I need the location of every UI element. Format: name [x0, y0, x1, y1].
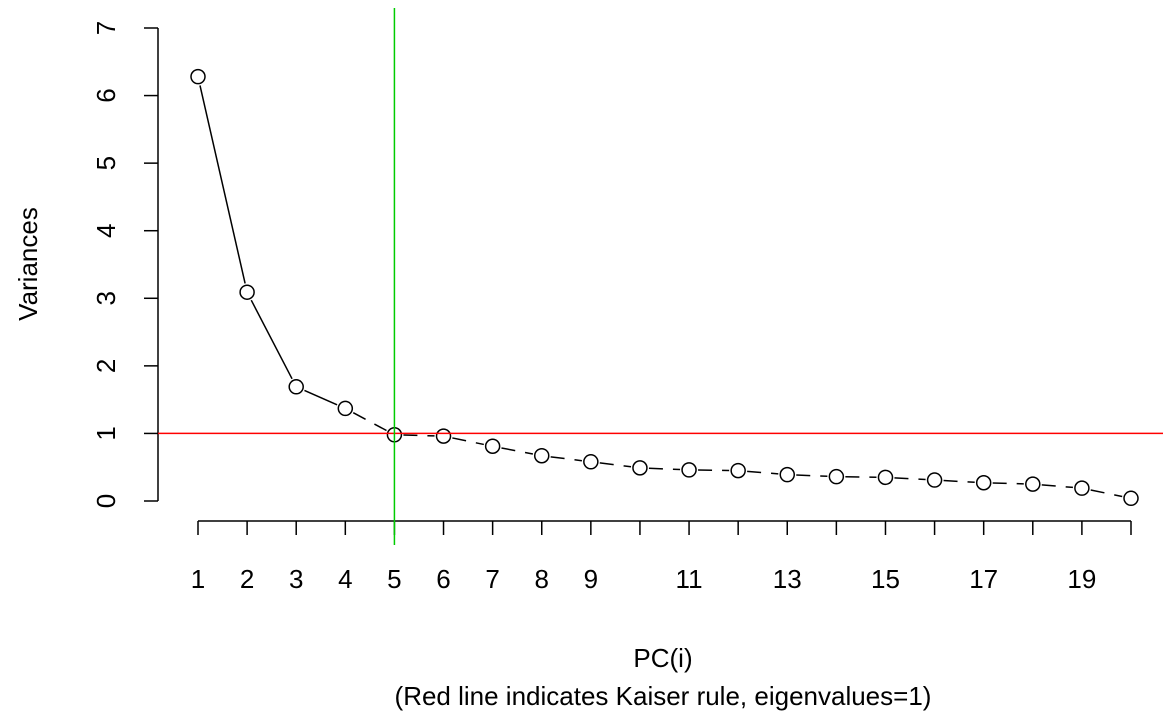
series-segment [747, 470, 779, 475]
data-point [484, 438, 501, 455]
x-tick-label: 8 [535, 564, 549, 594]
series [190, 68, 1139, 507]
data-point [239, 284, 255, 300]
y-tick-label: 1 [91, 426, 121, 440]
data-point [583, 454, 599, 470]
data-point [779, 466, 796, 483]
data-point [681, 462, 697, 478]
series-segment [403, 434, 435, 437]
series-segment [992, 482, 1024, 485]
series-segment [943, 479, 975, 484]
y-tick-label: 4 [91, 223, 121, 237]
data-point [877, 469, 894, 486]
x-tick-label: 5 [387, 564, 401, 594]
x-tick-label: 1 [191, 564, 205, 594]
series-segment [1041, 484, 1073, 489]
data-point [288, 379, 304, 395]
chart-subtitle: (Red line indicates Kaiser rule, eigenva… [395, 681, 932, 711]
y-tick-label: 0 [91, 494, 121, 508]
series-segment [894, 477, 926, 481]
x-tick-label: 6 [436, 564, 450, 594]
x-axis-label: PC(i) [633, 643, 692, 673]
series-segment [501, 447, 534, 455]
series-segment [599, 462, 632, 468]
data-point [533, 447, 550, 464]
data-point [926, 472, 943, 488]
y-tick-label: 5 [91, 156, 121, 170]
y-tick-label: 2 [91, 359, 121, 373]
data-point [632, 460, 648, 476]
y-tick-label: 3 [91, 291, 121, 305]
series-segment [1090, 489, 1123, 498]
series-segment [550, 456, 583, 462]
series-segment [796, 474, 828, 478]
series-segment [250, 299, 293, 380]
y-axis-label: Variances [13, 207, 43, 321]
x-tick-label: 4 [338, 564, 352, 594]
axes: 0 1 2 3 4 5 6 7 1 2 3 4 5 6 7 8 9 11 13 15 17 19 [91, 21, 1132, 594]
y-tick-label: 7 [91, 21, 121, 35]
data-point [337, 400, 354, 417]
x-tick-label: 17 [969, 564, 998, 594]
series-segment [304, 389, 338, 406]
data-point [1025, 476, 1041, 492]
x-tick-label: 15 [871, 564, 900, 594]
series-segment [199, 85, 246, 284]
reference-lines [158, 8, 1163, 545]
series-segment [352, 412, 387, 432]
data-point [1074, 480, 1090, 496]
x-tick-label: 13 [773, 564, 802, 594]
x-tick-label: 19 [1067, 564, 1096, 594]
data-point [828, 468, 845, 485]
series-segment [648, 467, 681, 471]
y-tick-label: 6 [91, 88, 121, 102]
x-tick-label: 2 [240, 564, 254, 594]
series-segment [452, 437, 484, 446]
data-point [190, 68, 206, 85]
x-tick-label: 9 [584, 564, 598, 594]
x-tick-label: 7 [485, 564, 499, 594]
x-tick-label: 3 [289, 564, 303, 594]
data-point [730, 462, 746, 479]
x-tick-label: 11 [676, 564, 703, 594]
data-point [975, 475, 992, 491]
data-point [1123, 490, 1139, 507]
data-point [435, 428, 452, 444]
